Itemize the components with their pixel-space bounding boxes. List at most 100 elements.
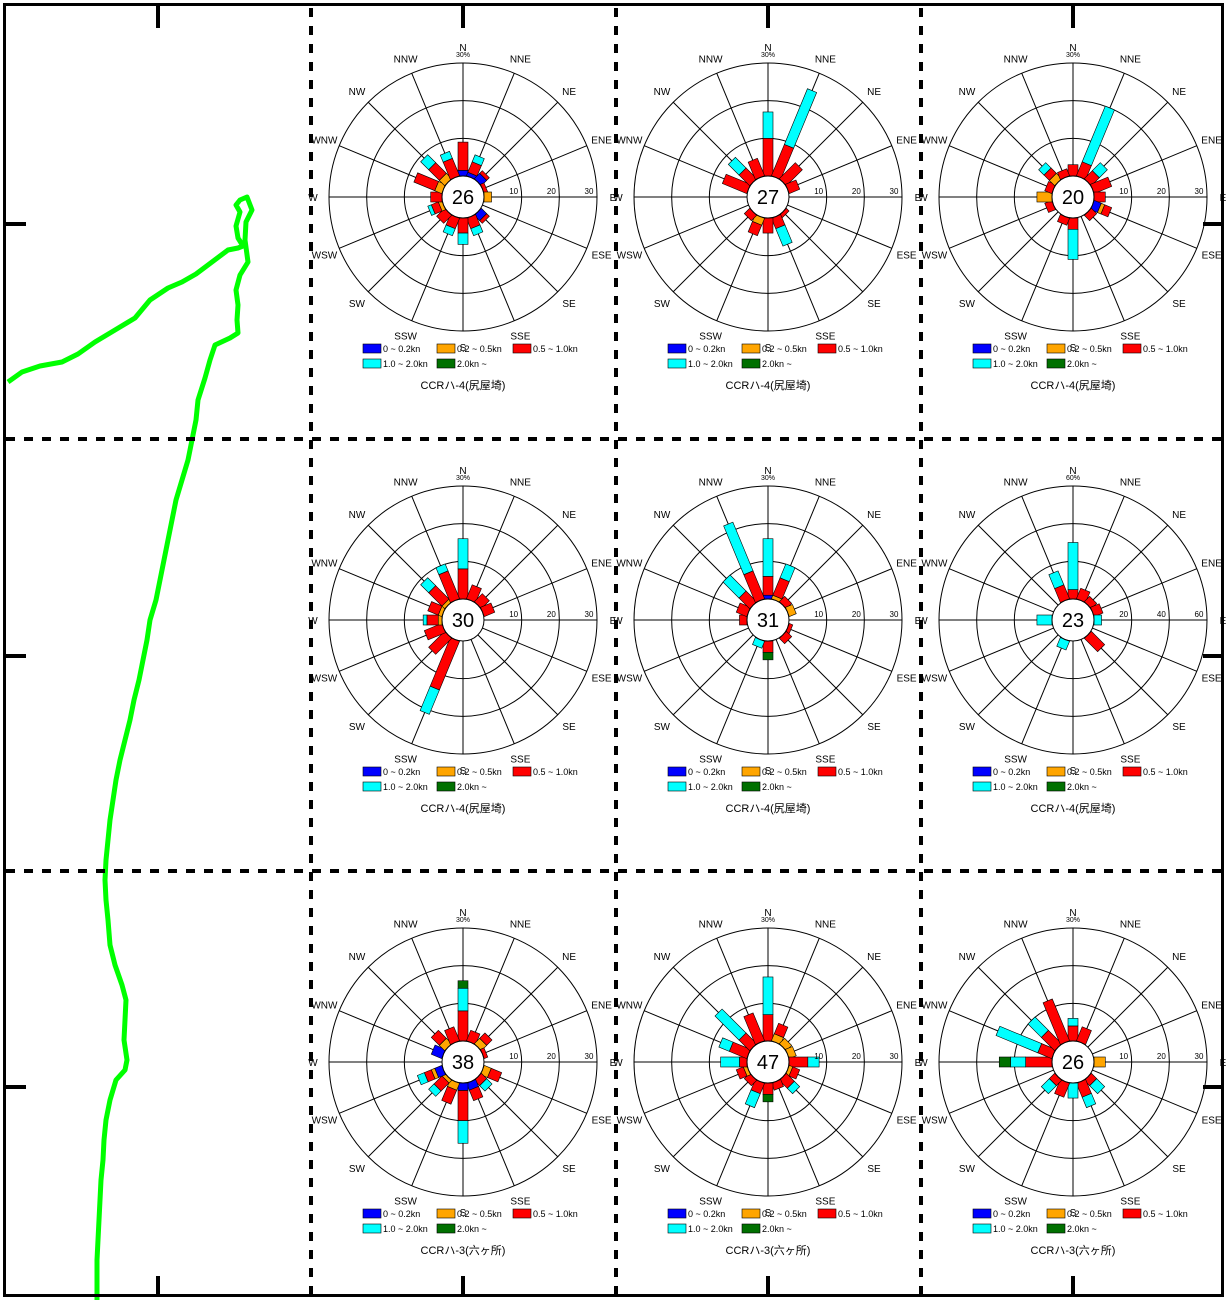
bar-ese-bin3 xyxy=(487,1067,503,1083)
spoke-ssw xyxy=(1021,1081,1066,1186)
bar-wsw-bin4 xyxy=(416,1072,429,1086)
bar-nw-bin4 xyxy=(727,156,747,176)
direction-label-ene: ENE xyxy=(1201,1001,1222,1012)
legend-swatch-bin2 xyxy=(1046,343,1066,354)
bar-nw-bin4 xyxy=(420,154,437,171)
direction-label-w: W xyxy=(308,616,318,627)
direction-label-w: W xyxy=(308,193,318,204)
direction-label-sw: SW xyxy=(654,299,671,310)
scale-tick-north: 30% xyxy=(1066,917,1080,924)
legend-swatch-bin5 xyxy=(1046,1223,1066,1234)
bar-se-bin4 xyxy=(1089,1078,1106,1095)
legend-swatch-bin3 xyxy=(817,1208,837,1219)
spoke-ese xyxy=(482,627,587,672)
scale-tick-east-3: 30 xyxy=(890,610,899,619)
bar-ne-bin3 xyxy=(479,170,490,181)
spoke-ene xyxy=(482,568,587,613)
direction-label-n: N xyxy=(764,466,771,477)
direction-label-e: E xyxy=(915,193,922,204)
direction-label-sw: SW xyxy=(959,1164,976,1175)
speed-legend: 0 ~ 0.2kn 0.2 ~ 0.5kn 0.5 ~ 1.0kn 1.0 ~ 2.0… xyxy=(972,766,1188,792)
speed-legend: 0 ~ 0.2kn 0.2 ~ 0.5kn 0.5 ~ 1.0kn 1.0 ~ 2.0… xyxy=(667,1208,883,1234)
direction-label-w: W xyxy=(308,1058,318,1069)
bar-w-bin4 xyxy=(720,1056,740,1068)
direction-label-ssw: SSW xyxy=(699,1197,722,1208)
legend-swatch-bin4 xyxy=(667,781,687,792)
bar-s-bin5 xyxy=(762,1093,774,1103)
spoke-sw xyxy=(672,1076,754,1158)
speed-legend: 0 ~ 0.2kn 0.2 ~ 0.5kn 0.5 ~ 1.0kn 1.0 ~ 2.0… xyxy=(362,343,578,369)
legend-label-bin4: 1.0 ~ 2.0kn xyxy=(383,359,428,369)
direction-label-s: S xyxy=(765,343,772,354)
direction-label-nw: NW xyxy=(959,510,976,521)
direction-label-se: SE xyxy=(867,299,881,310)
wind-rose-7: 38 N NNE NE ENE E ESE SE SSE S SSW SW WSW W WNW NW NNW 10… xyxy=(308,908,616,1257)
legend-swatch-bin1 xyxy=(972,1208,992,1219)
legend-label-bin1: 0 ~ 0.2kn xyxy=(383,767,420,777)
scale-tick-east-3: 30 xyxy=(585,187,594,196)
wind-rose-9: 26 N NNE NE ENE E ESE SE SSE S SSW SW WSW W WNW NW NNW 10… xyxy=(918,908,1226,1257)
bar-w-bin3 xyxy=(1025,1056,1053,1068)
legend-swatch-bin1 xyxy=(667,766,687,777)
direction-label-sw: SW xyxy=(349,722,366,733)
spoke-nne xyxy=(470,938,515,1043)
bar-nne-bin4 xyxy=(783,88,818,149)
legend-swatch-bin3 xyxy=(512,766,532,777)
center-count-label: 38 xyxy=(452,1052,474,1074)
spoke-ssw xyxy=(1021,216,1066,321)
spoke-wnw xyxy=(949,568,1054,613)
bar-n-bin3 xyxy=(1067,589,1079,600)
spoke-ese xyxy=(1092,1069,1197,1114)
scale-tick-east-3: 60 xyxy=(1195,610,1204,619)
legend-label-bin5: 2.0kn ~ xyxy=(457,1224,487,1234)
direction-label-se: SE xyxy=(1172,299,1186,310)
direction-label-ne: NE xyxy=(1172,510,1186,521)
bar-s-bin4 xyxy=(1067,1082,1079,1099)
scale-tick-east-1: 20 xyxy=(1119,610,1128,619)
direction-label-e: E xyxy=(1220,1058,1227,1069)
direction-label-wsw: WSW xyxy=(922,1115,948,1126)
legend-label-bin1: 0 ~ 0.2kn xyxy=(383,344,420,354)
legend-label-bin5: 2.0kn ~ xyxy=(762,1224,792,1234)
legend-label-bin5: 2.0kn ~ xyxy=(457,359,487,369)
scale-tick-north: 30% xyxy=(761,52,775,59)
legend-label-bin4: 1.0 ~ 2.0kn xyxy=(383,1224,428,1234)
legend-swatch-bin4 xyxy=(972,358,992,369)
legend-label-bin4: 1.0 ~ 2.0kn xyxy=(993,359,1038,369)
spoke-ne xyxy=(782,524,864,606)
direction-label-wsw: WSW xyxy=(922,250,948,261)
bar-ssw-bin4 xyxy=(419,685,440,715)
direction-label-w: W xyxy=(613,193,623,204)
direction-label-nw: NW xyxy=(349,952,366,963)
direction-label-ese: ESE xyxy=(592,673,612,684)
direction-label-sw: SW xyxy=(654,1164,671,1175)
direction-label-sw: SW xyxy=(654,722,671,733)
direction-label-sse: SSE xyxy=(1120,332,1140,343)
speed-legend: 0 ~ 0.2kn 0.2 ~ 0.5kn 0.5 ~ 1.0kn 1.0 ~ 2.0… xyxy=(362,1208,578,1234)
bar-nw-bin4 xyxy=(420,577,437,594)
scale-tick-east-3: 30 xyxy=(890,187,899,196)
spoke-se xyxy=(477,211,559,293)
legend-swatch-bin2 xyxy=(741,766,761,777)
bar-ssw-bin4 xyxy=(442,224,456,237)
bar-n-bin4 xyxy=(457,987,469,1012)
bar-s-bin4 xyxy=(1067,229,1079,260)
scale-tick-east-1: 10 xyxy=(1119,187,1128,196)
legend-swatch-bin2 xyxy=(436,343,456,354)
bar-n-bin4 xyxy=(762,538,774,577)
direction-label-nne: NNE xyxy=(1120,54,1141,65)
legend-label-bin1: 0 ~ 0.2kn xyxy=(688,1209,725,1219)
bar-wnw-bin3 xyxy=(413,172,439,192)
bar-w-bin2 xyxy=(1036,191,1053,203)
direction-label-nw: NW xyxy=(349,510,366,521)
spoke-ese xyxy=(482,204,587,249)
legend-swatch-bin5 xyxy=(1046,781,1066,792)
center-count-label: 26 xyxy=(1062,1052,1084,1074)
spoke-wsw xyxy=(949,1069,1054,1114)
direction-label-nw: NW xyxy=(349,87,366,98)
direction-label-s: S xyxy=(460,343,467,354)
direction-label-nne: NNE xyxy=(510,54,531,65)
scale-tick-east-3: 30 xyxy=(1195,1052,1204,1061)
spoke-wsw xyxy=(644,627,749,672)
spoke-sse xyxy=(470,639,515,744)
